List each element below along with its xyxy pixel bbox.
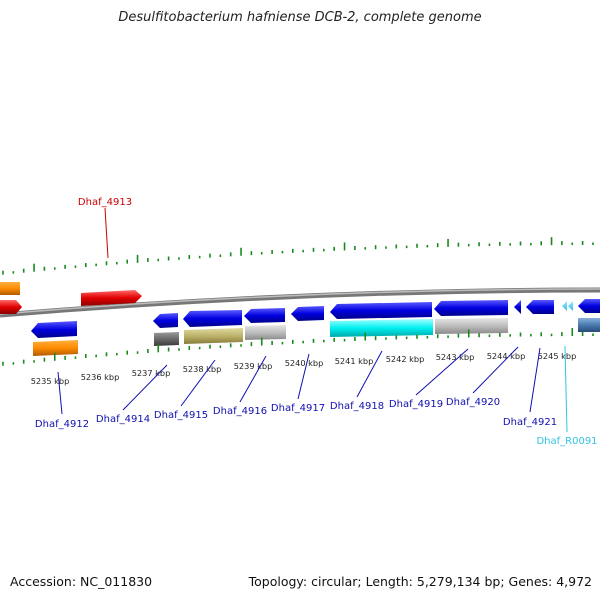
kbp-tick-label: 5242 kbp [386,354,425,364]
gene-dhaf-4919-shape [434,300,508,316]
gene-dhaf-4921-shape [526,300,554,314]
gene-label-dhaf-4913[interactable]: Dhaf_4913 [78,197,132,208]
callout-line-dhaf-4921 [529,347,541,413]
kbp-tick-label: 5243 kbp [436,352,475,362]
gene-dhaf-4916-rna [245,325,286,340]
kbp-tick-label: 5239 kbp [234,361,273,371]
gene-dhaf-4913-shape [81,290,142,306]
gene-label-dhaf-4920[interactable]: Dhaf_4920 [446,397,500,408]
kbp-tick-label: 5235 kbp [31,376,70,386]
gene-callout-lines [57,207,568,433]
callout-line-dhaf-4919 [415,348,469,396]
accession-label: Accession: NC_011830 [10,574,153,589]
kbp-tick-label: 5241 kbp [335,356,374,366]
kbp-label-group: 5235 kbp 5236 kbp 5237 kbp 5238 kbp 5239 kbp… [31,351,577,386]
gene-label-dhaf-4921[interactable]: Dhaf_4921 [503,417,557,428]
gene-dhaf-4920-shape [514,300,521,314]
gene-dhaf-4918-rna [330,319,433,337]
gene-dhaf-4918-shape [330,302,432,319]
gene-dhaf-4912-rna [33,340,78,356]
gene-label-dhaf-4916[interactable]: Dhaf_4916 [213,406,267,417]
gene-dhaf-4919-rna [435,318,508,334]
gene-right-steel-partial [578,318,600,332]
outer-tick-ring [2,237,594,275]
kbp-tick-label: 5244 kbp [487,351,526,361]
callout-line-dhaf-4915 [180,359,216,407]
callout-line-dhaf-4918 [356,350,383,398]
gene-label-dhaf-4919[interactable]: Dhaf_4919 [389,399,443,410]
gene-label-dhaf-4912[interactable]: Dhaf_4912 [35,419,89,430]
gene-label-group: Dhaf_4913 Dhaf_4912 Dhaf_4914 Dhaf_4915 Dhaf… [35,197,598,447]
gene-label-dhaf-4918[interactable]: Dhaf_4918 [330,401,384,412]
gene-label-dhaf-4914[interactable]: Dhaf_4914 [96,414,150,425]
gene-dhaf-r0091-shape-2 [568,301,573,311]
callout-line-dhaf-4920 [472,346,519,394]
gene-dhaf-4915-rna [184,328,243,344]
callout-line-dhaf-4913 [104,207,109,259]
gene-dhaf-4912-shape [31,321,77,338]
genome-backbone [0,287,600,318]
gene-dhaf-r0091-shape [562,301,567,311]
genome-stats-label: Topology: circular; Length: 5,279,134 bp… [249,574,592,589]
gene-left-orange-forward [0,282,20,295]
kbp-tick-label: 5240 kbp [285,358,324,368]
kbp-tick-label: 5245 kbp [538,351,577,361]
genome-stats-text: Topology: circular; Length: 5,279,134 bp… [248,574,592,589]
gene-dhaf-4916-shape [244,308,285,323]
kbp-tick-label: 5238 kbp [183,364,222,374]
gene-label-dhaf-4915[interactable]: Dhaf_4915 [154,410,208,421]
gene-right-blue-partial [578,299,600,313]
genome-backbone-highlight [0,288,600,315]
gene-dhaf-4914-rna [154,332,179,346]
callout-line-dhaf-4914 [122,364,168,411]
gene-left-red-forward [0,300,22,314]
kbp-tick-label: 5236 kbp [81,372,120,382]
gene-label-dhaf-r0091[interactable]: Dhaf_R0091 [536,436,597,447]
kbp-tick-label: 5237 kbp [132,368,171,378]
gene-dhaf-4917-shape [291,306,324,321]
callout-line-dhaf-r0091 [564,345,568,433]
gene-label-dhaf-4917[interactable]: Dhaf_4917 [271,403,325,414]
callout-line-dhaf-4916 [239,355,267,403]
callout-line-dhaf-4917 [297,353,310,400]
gene-dhaf-4914-shape [153,313,178,328]
gene-dhaf-4915-shape [183,310,242,327]
map-title: Desulfitobacterium hafniense DCB-2, comp… [118,10,482,25]
inner-tick-ring [2,328,594,366]
callout-line-dhaf-4912 [57,371,63,415]
